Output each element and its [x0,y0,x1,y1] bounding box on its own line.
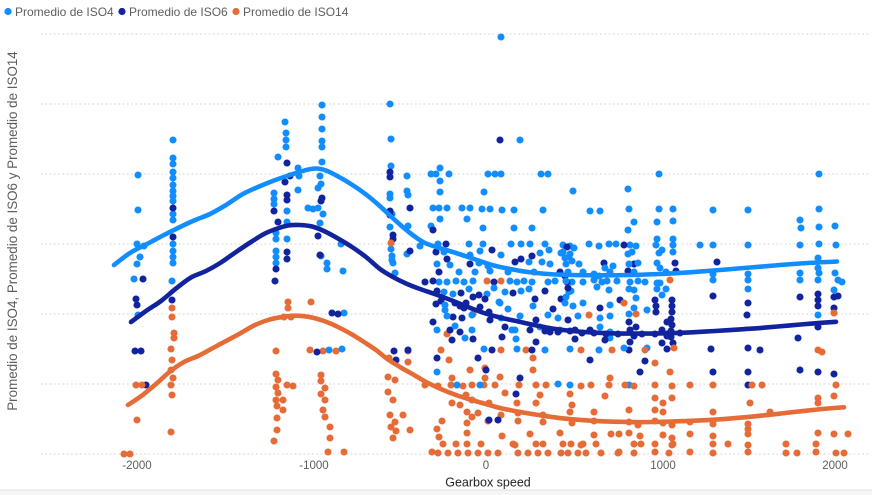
svg-text:0: 0 [483,460,489,472]
svg-text:Promedio de ISO14: Promedio de ISO14 [243,5,349,19]
svg-text:2000: 2000 [822,460,848,472]
svg-text:Gearbox speed: Gearbox speed [445,476,531,490]
svg-text:Promedio de ISO4, Promedio de: Promedio de ISO4, Promedio de ISO6 y Pro… [5,51,20,411]
svg-text:1000: 1000 [650,460,676,472]
svg-text:-2000: -2000 [122,460,151,472]
svg-text:Promedio de ISO6: Promedio de ISO6 [129,5,228,19]
svg-text:Promedio de ISO4: Promedio de ISO4 [15,5,114,19]
svg-text:-1000: -1000 [299,460,328,472]
